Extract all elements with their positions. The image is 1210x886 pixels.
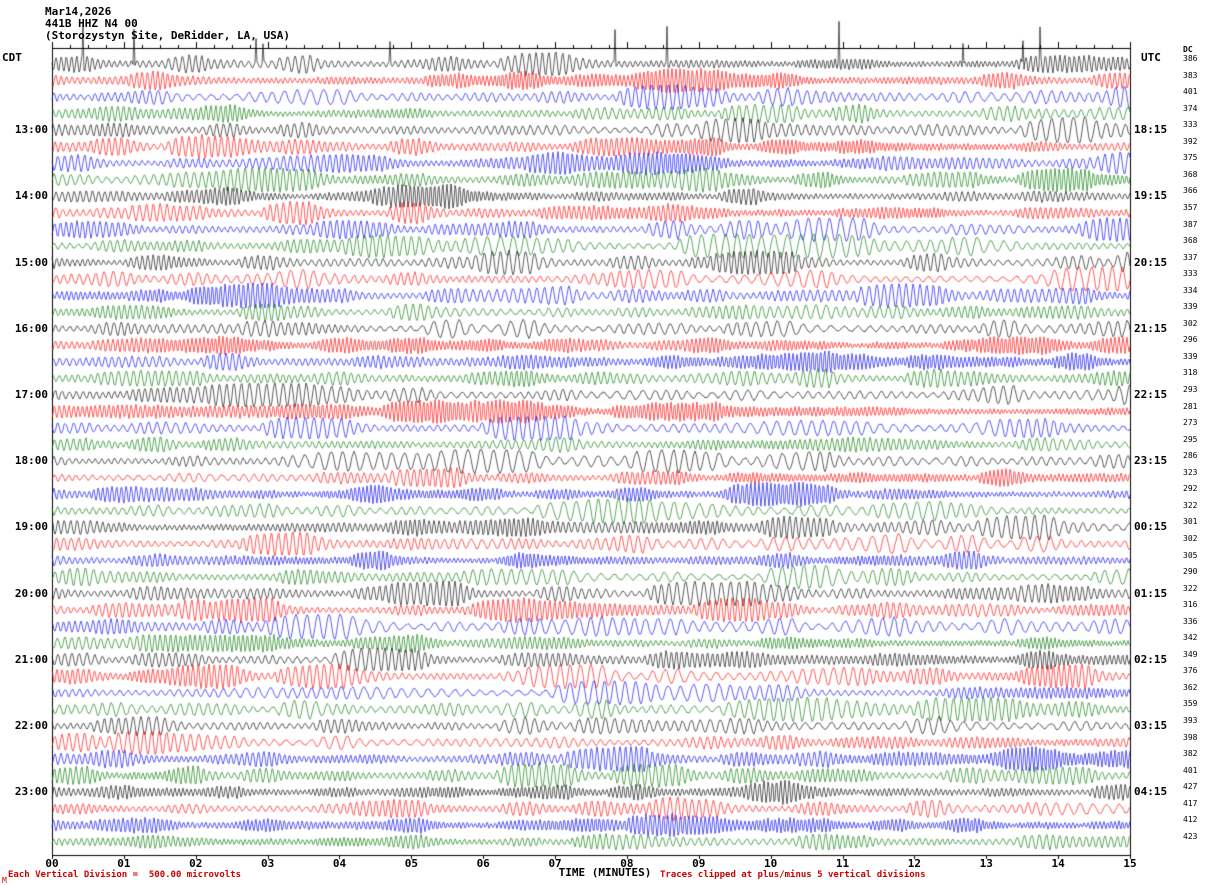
dc-value: 387: [1183, 219, 1198, 229]
header-date: Mar14,2026: [45, 5, 112, 18]
utc-hour-label: 18:15: [1134, 123, 1168, 137]
x-tick-label: 10: [764, 857, 778, 870]
dc-value: 376: [1183, 666, 1198, 676]
dc-value: 382: [1183, 749, 1198, 759]
utc-hour-label: 01:15: [1134, 586, 1168, 600]
header-station: 441B HHZ N4 00: [45, 17, 138, 30]
dc-value: 322: [1183, 583, 1198, 593]
x-tick-label: 11: [835, 857, 850, 870]
dc-value: 281: [1183, 401, 1198, 411]
dc-value: 357: [1183, 202, 1198, 212]
dc-value: 334: [1183, 285, 1198, 295]
dc-value: 392: [1183, 136, 1198, 146]
dc-value: 301: [1183, 517, 1198, 527]
cdt-hour-label: 21:00: [14, 652, 48, 666]
dc-value: 290: [1183, 567, 1198, 577]
dc-value: 339: [1183, 351, 1198, 361]
x-tick-label: 03: [260, 857, 275, 870]
utc-hour-label: 03:15: [1134, 719, 1168, 732]
cdt-hour-label: 20:00: [14, 586, 48, 600]
x-tick-label: 04: [332, 857, 347, 870]
dc-value: 401: [1183, 87, 1198, 97]
utc-hour-label: 20:15: [1134, 255, 1168, 269]
cdt-hour-label: 23:00: [14, 785, 48, 799]
dc-value: 368: [1183, 236, 1198, 246]
dc-value: 322: [1183, 500, 1198, 510]
cdt-hour-label: 14:00: [14, 189, 48, 203]
dc-value: 423: [1183, 831, 1198, 841]
dc-value: 273: [1183, 418, 1198, 428]
x-tick-label: 02: [189, 857, 203, 870]
dc-value: 333: [1183, 269, 1198, 279]
dc-value: 383: [1183, 70, 1198, 80]
utc-hour-label: 23:15: [1134, 454, 1168, 468]
cdt-hour-label: 19:00: [14, 520, 48, 534]
footnote-vertical-division: Each Vertical Division = 500.00 microvol…: [8, 870, 241, 880]
dc-value: 337: [1183, 252, 1198, 262]
x-tick-label: 01: [117, 857, 131, 870]
dc-value: 302: [1183, 533, 1198, 543]
dc-value: 375: [1183, 153, 1198, 163]
dc-value: 318: [1183, 368, 1198, 378]
dc-value: 374: [1183, 103, 1198, 113]
dc-value: 349: [1183, 649, 1198, 659]
utc-hour-label: 04:15: [1134, 785, 1168, 799]
x-tick-label: 15: [1123, 857, 1137, 870]
dc-value: 342: [1183, 633, 1198, 643]
dc-value: 333: [1183, 120, 1198, 130]
dc-value: 398: [1183, 732, 1198, 742]
dc-value: 305: [1183, 550, 1198, 560]
x-tick-label: 09: [692, 857, 706, 870]
cdt-hour-label: 16:00: [14, 321, 48, 335]
dc-column-label: DC: [1183, 45, 1193, 54]
utc-hour-label: 19:15: [1134, 189, 1168, 203]
dc-value: 296: [1183, 335, 1198, 345]
dc-value: 393: [1183, 716, 1198, 725]
dc-value: 293: [1183, 385, 1198, 394]
cdt-hour-label: 22:00: [14, 719, 48, 732]
x-tick-label: 12: [907, 857, 922, 870]
dc-value: 336: [1183, 616, 1198, 626]
dc-value: 323: [1183, 467, 1198, 477]
x-tick-label: 00: [45, 857, 59, 870]
x-tick-label: 07: [548, 857, 562, 870]
dc-value: 295: [1183, 434, 1198, 444]
utc-hour-label: 22:15: [1134, 388, 1168, 401]
dc-value: 302: [1183, 318, 1198, 328]
x-tick-label: 08: [620, 857, 634, 870]
dc-value: 386: [1183, 54, 1198, 63]
utc-hour-label: 02:15: [1134, 652, 1168, 666]
dc-value: 292: [1183, 484, 1198, 494]
dc-value: 316: [1183, 600, 1198, 610]
left-axis-label: CDT: [2, 51, 22, 64]
dc-value: 359: [1183, 699, 1198, 709]
x-tick-label: 05: [404, 857, 418, 870]
right-axis-label: UTC: [1141, 51, 1161, 64]
cdt-hour-label: 17:00: [14, 388, 48, 401]
footnote-clipping: Traces clipped at plus/minus 5 vertical …: [660, 870, 926, 880]
utc-hour-label: 00:15: [1134, 520, 1168, 534]
dc-value: 401: [1183, 765, 1198, 775]
x-tick-label: 06: [476, 857, 490, 870]
cdt-hour-label: 13:00: [14, 123, 48, 137]
dc-value: 412: [1183, 815, 1198, 825]
dc-value: 427: [1183, 782, 1198, 792]
dc-value: 368: [1183, 169, 1198, 179]
dc-value: 417: [1183, 798, 1198, 808]
dc-value: 362: [1183, 682, 1198, 692]
x-axis-title: TIME (MINUTES): [558, 866, 652, 879]
x-tick-label: 13: [979, 857, 993, 870]
cdt-hour-label: 18:00: [14, 454, 48, 468]
x-tick-label: 14: [1051, 857, 1065, 870]
utc-hour-label: 21:15: [1134, 321, 1168, 335]
cdt-hour-label: 15:00: [14, 255, 48, 269]
dc-value: 366: [1183, 186, 1198, 196]
dc-value: 339: [1183, 302, 1198, 312]
header-location: (Storozystyn Site, DeRidder, LA, USA): [45, 29, 291, 42]
dc-value: 286: [1183, 451, 1198, 461]
watermark: M: [2, 876, 7, 885]
